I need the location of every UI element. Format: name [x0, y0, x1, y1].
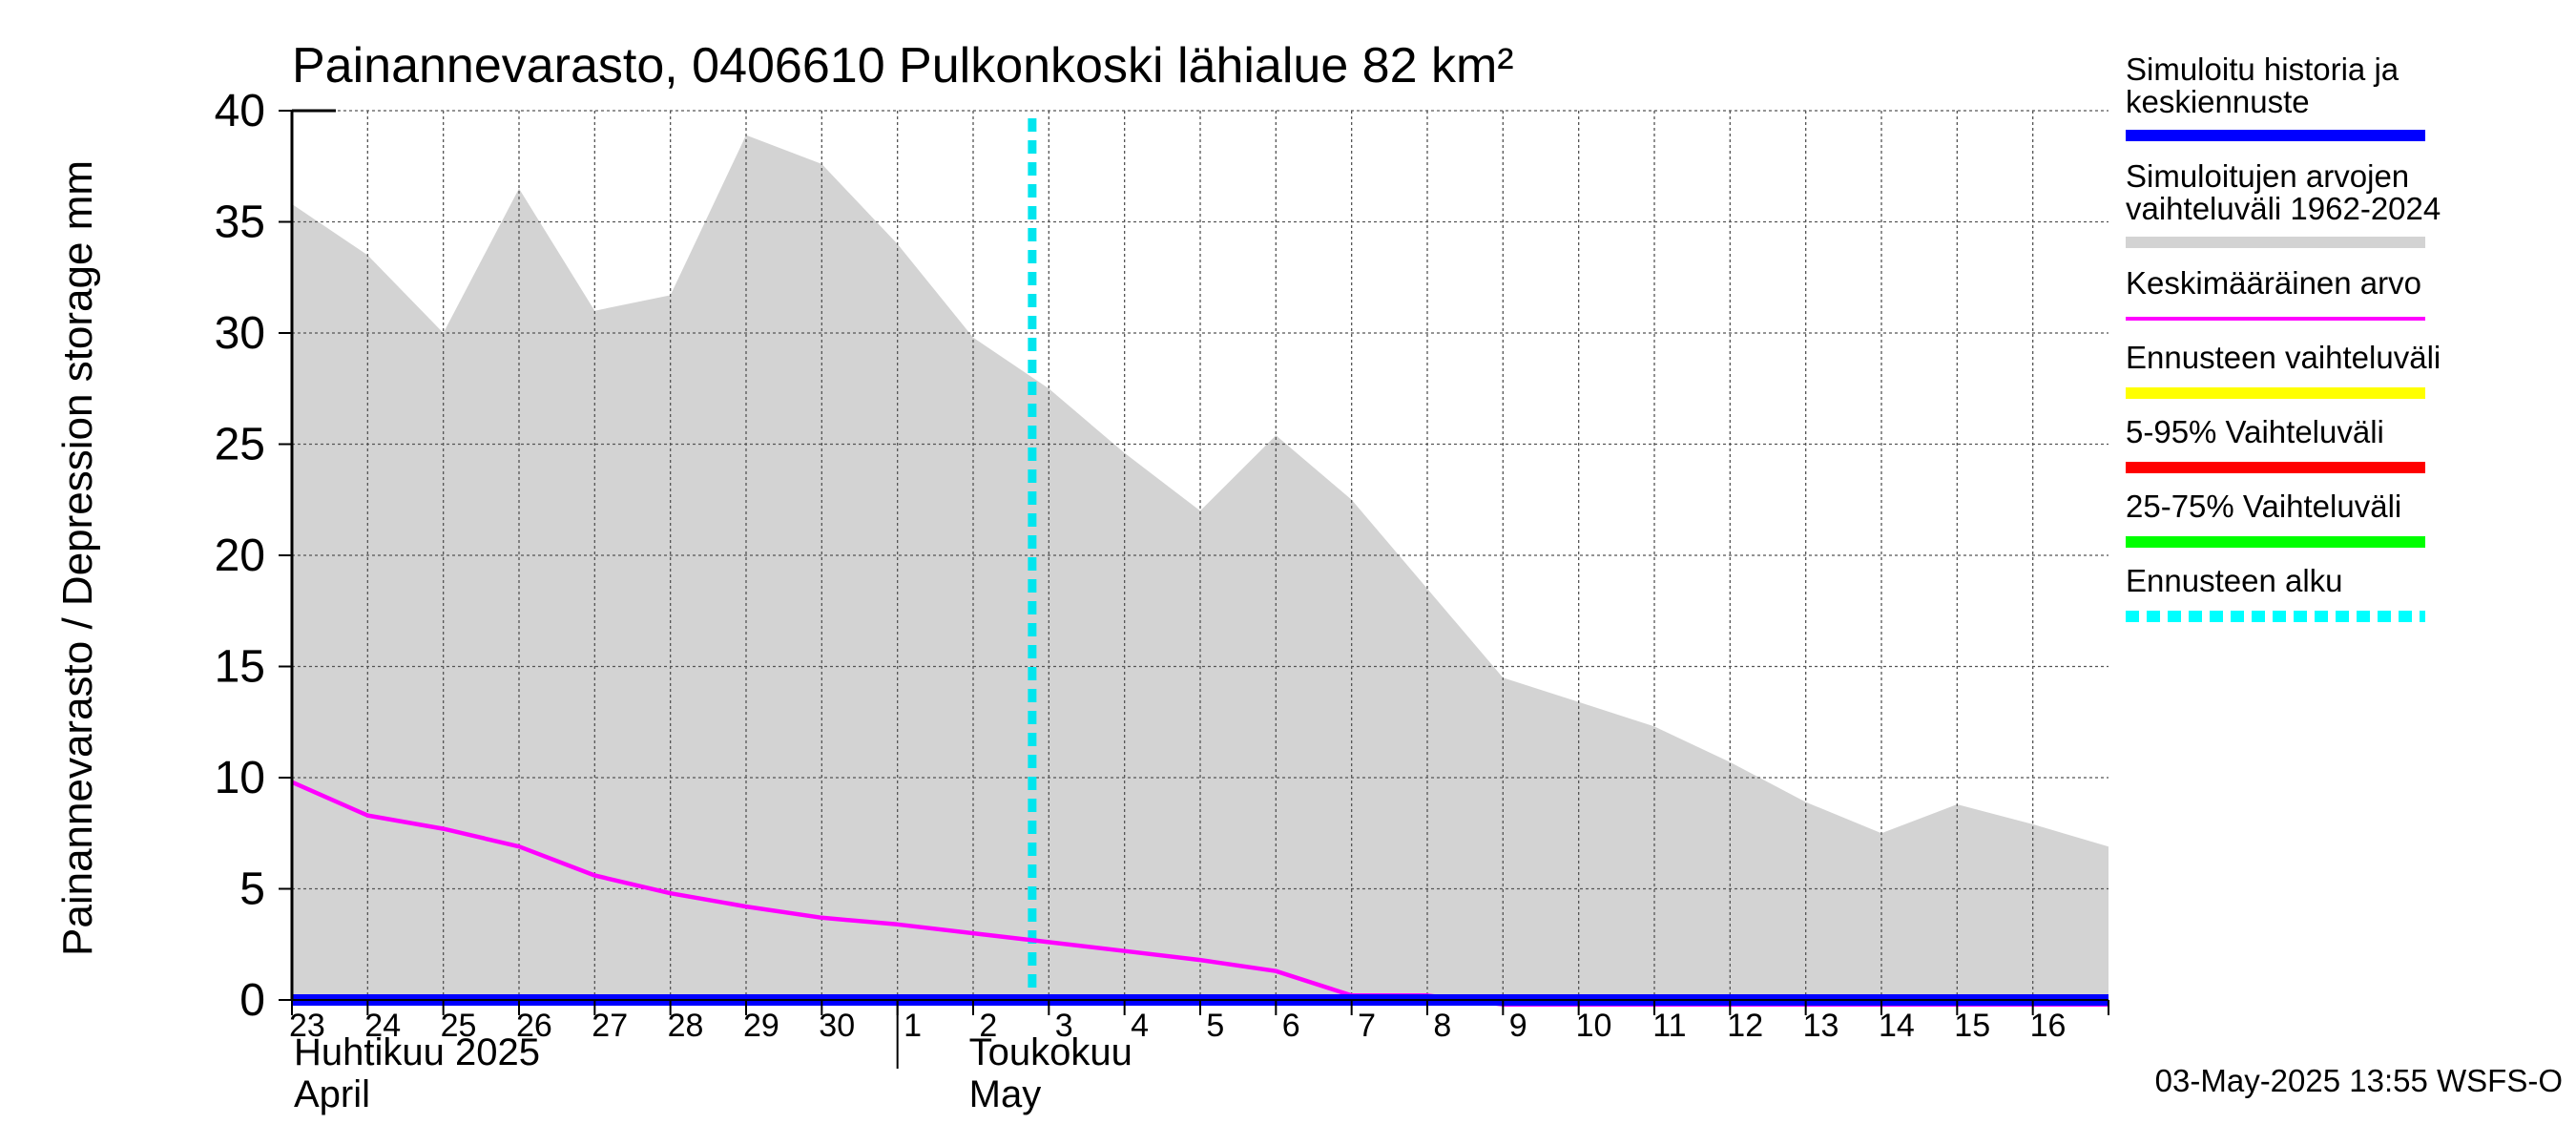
range-band — [292, 135, 2109, 1001]
month-label-english: April — [294, 1073, 370, 1115]
y-tick-label: 40 — [215, 86, 265, 136]
legend-label: Ennusteen alku — [2126, 563, 2343, 598]
grid-layer — [292, 110, 2109, 1000]
x-tick-label: 24 — [364, 1008, 401, 1044]
legend-label: 25-75% Vaihteluväli — [2126, 489, 2401, 524]
bands-layer — [292, 135, 2109, 1001]
x-tick-label: 13 — [1803, 1008, 1839, 1044]
x-tick-label: 30 — [819, 1008, 855, 1044]
legend-label: vaihteluväli 1962-2024 — [2126, 191, 2441, 226]
x-tick-label: 28 — [668, 1008, 704, 1044]
chart-title: Painannevarasto, 0406610 Pulkonkoski läh… — [292, 38, 1514, 94]
x-tick-label: 2 — [979, 1008, 997, 1044]
x-tick-label: 15 — [1954, 1008, 1990, 1044]
timestamp-label: 03-May-2025 13:55 WSFS-O — [2155, 1063, 2563, 1098]
month-label: Huhtikuu 2025 — [294, 1031, 540, 1073]
x-tick-label: 25 — [441, 1008, 477, 1044]
legend-label: keskiennuste — [2126, 84, 2310, 119]
y-tick-label: 35 — [215, 198, 265, 248]
x-tick-label: 7 — [1358, 1008, 1376, 1044]
month-label-english: May — [969, 1073, 1042, 1115]
y-tick-label: 20 — [215, 531, 265, 581]
y-axis-label: Painannevarasto / Depression storage mm — [54, 160, 101, 956]
x-tick-label: 10 — [1576, 1008, 1612, 1044]
legend-label: Simuloitujen arvojen — [2126, 158, 2409, 194]
x-tick-label: 23 — [289, 1008, 325, 1044]
y-tick-label: 0 — [239, 975, 265, 1026]
y-tick-label: 10 — [215, 753, 265, 803]
x-tick-label: 12 — [1727, 1008, 1763, 1044]
x-tick-label: 8 — [1433, 1008, 1451, 1044]
x-tick-label: 4 — [1131, 1008, 1149, 1044]
legend-label: Simuloitu historia ja — [2126, 52, 2399, 87]
x-tick-label: 1 — [904, 1008, 922, 1044]
x-tick-label: 5 — [1206, 1008, 1224, 1044]
month-label: Toukokuu — [969, 1031, 1132, 1073]
x-tick-label: 26 — [516, 1008, 552, 1044]
y-tick-label: 5 — [239, 864, 265, 915]
legend-label: Ennusteen vaihteluväli — [2126, 340, 2441, 375]
legend-label: Keskimääräinen arvo — [2126, 265, 2421, 301]
x-tick-label: 6 — [1282, 1008, 1300, 1044]
y-tick-label: 30 — [215, 308, 265, 359]
x-tick-label: 16 — [2030, 1008, 2067, 1044]
x-tick-label: 11 — [1652, 1008, 1686, 1044]
x-tick-label: 14 — [1879, 1008, 1915, 1044]
legend-label: 5-95% Vaihteluväli — [2126, 414, 2384, 449]
y-tick-label: 15 — [215, 642, 265, 693]
y-tick-label: 25 — [215, 420, 265, 470]
x-tick-label: 9 — [1509, 1008, 1527, 1044]
x-tick-label: 3 — [1055, 1008, 1073, 1044]
x-tick-label: 29 — [743, 1008, 779, 1044]
x-tick-label: 27 — [592, 1008, 628, 1044]
